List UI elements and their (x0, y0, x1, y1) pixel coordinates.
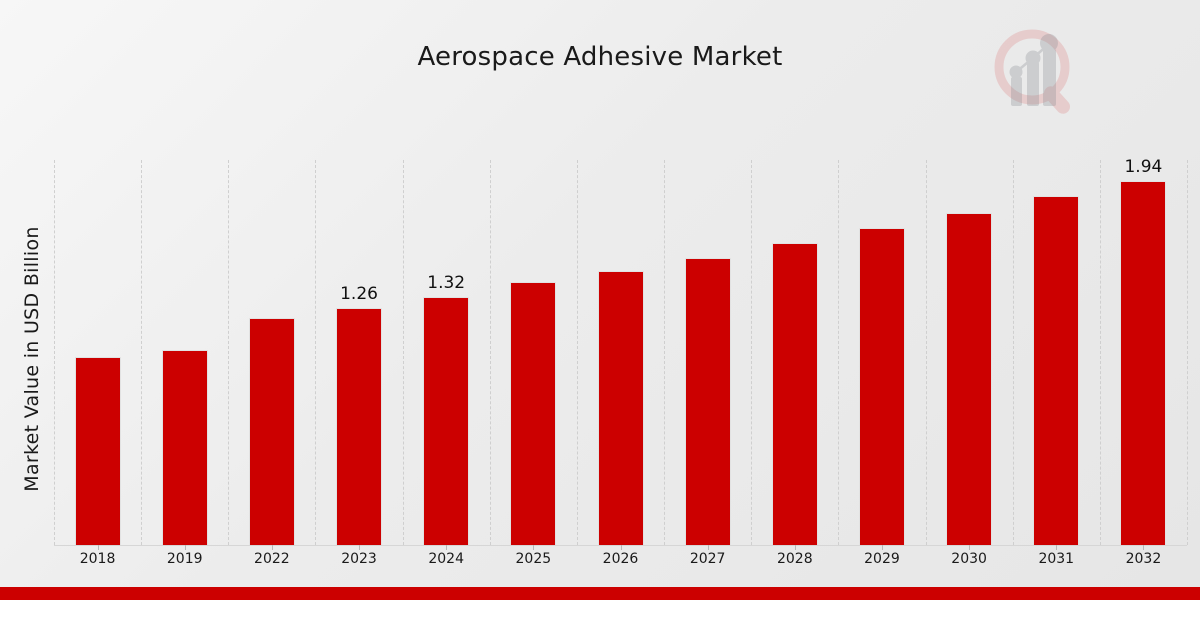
gridline (576, 160, 579, 545)
bar-2032[interactable] (1120, 180, 1167, 545)
x-axis-label-2028: 2028 (776, 551, 813, 567)
y-axis-title: Market Value in USD Billion (21, 226, 43, 492)
x-axis-tick-2022 (271, 545, 273, 550)
gridline (402, 160, 405, 545)
x-axis-label-2030: 2030 (951, 551, 987, 567)
x-axis-tick-2029 (881, 545, 883, 550)
x-axis-label-2031: 2031 (1038, 551, 1075, 567)
page-title: Aerospace Adhesive Market (417, 42, 783, 72)
bar-2028[interactable] (771, 242, 818, 545)
x-axis-tick-2023 (359, 545, 361, 550)
x-axis-label-2025: 2025 (515, 551, 552, 567)
gridline (228, 160, 230, 545)
bar-2026[interactable] (597, 270, 644, 545)
bar-2019[interactable] (161, 349, 208, 545)
bar-2030[interactable] (946, 212, 993, 545)
gridline (489, 160, 492, 545)
x-axis-tick-2027 (707, 545, 709, 550)
gridline (141, 160, 143, 545)
x-axis-tick-2026 (620, 545, 622, 550)
x-axis-label-2023: 2023 (341, 551, 377, 567)
gridline (838, 160, 840, 545)
x-axis-label-2026: 2026 (602, 551, 639, 567)
x-axis-tick-2032 (1143, 545, 1145, 550)
bar-2024[interactable] (423, 297, 470, 545)
gridline (54, 160, 56, 545)
x-axis-tick-2031 (1056, 545, 1058, 550)
footer-accent-bar (0, 587, 1200, 600)
plot-area (54, 160, 1189, 545)
x-axis-label-2027: 2027 (689, 551, 726, 567)
gridline (1187, 160, 1189, 545)
x-axis-tick-2018 (97, 545, 99, 550)
watermark-logo (982, 22, 1094, 122)
x-axis-tick-2024 (446, 545, 448, 550)
bar-value-label-2032: 1.94 (1124, 156, 1163, 177)
bar-2027[interactable] (684, 257, 731, 545)
bar-value-label-2023: 1.26 (340, 284, 378, 305)
x-axis-tick-2028 (794, 545, 796, 550)
gridline (315, 160, 317, 545)
x-axis-label-2024: 2024 (428, 551, 464, 567)
chart-canvas: Aerospace Adhesive Market Market Value i… (0, 0, 1200, 600)
bar-2025[interactable] (510, 282, 557, 545)
bar-2029[interactable] (858, 227, 905, 545)
gridline (925, 160, 928, 545)
bar-value-label-2024: 1.32 (427, 273, 466, 294)
x-axis-label-2019: 2019 (166, 551, 203, 567)
bar-2018[interactable] (74, 357, 121, 545)
x-axis-label-2018: 2018 (79, 551, 116, 567)
bar-2023[interactable] (336, 308, 383, 545)
x-axis-tick-2019 (184, 545, 186, 550)
x-axis-label-2029: 2029 (864, 551, 900, 567)
bar-2031[interactable] (1033, 195, 1080, 545)
bar-2022[interactable] (248, 317, 295, 545)
gridline (1099, 160, 1102, 545)
x-axis-tick-2030 (969, 545, 971, 550)
x-axis-label-2032: 2032 (1125, 551, 1162, 567)
gridline (1012, 160, 1015, 545)
gridline (751, 160, 753, 545)
x-axis-label-2022: 2022 (254, 551, 290, 567)
gridline (664, 160, 666, 545)
x-axis-tick-2025 (533, 545, 535, 550)
